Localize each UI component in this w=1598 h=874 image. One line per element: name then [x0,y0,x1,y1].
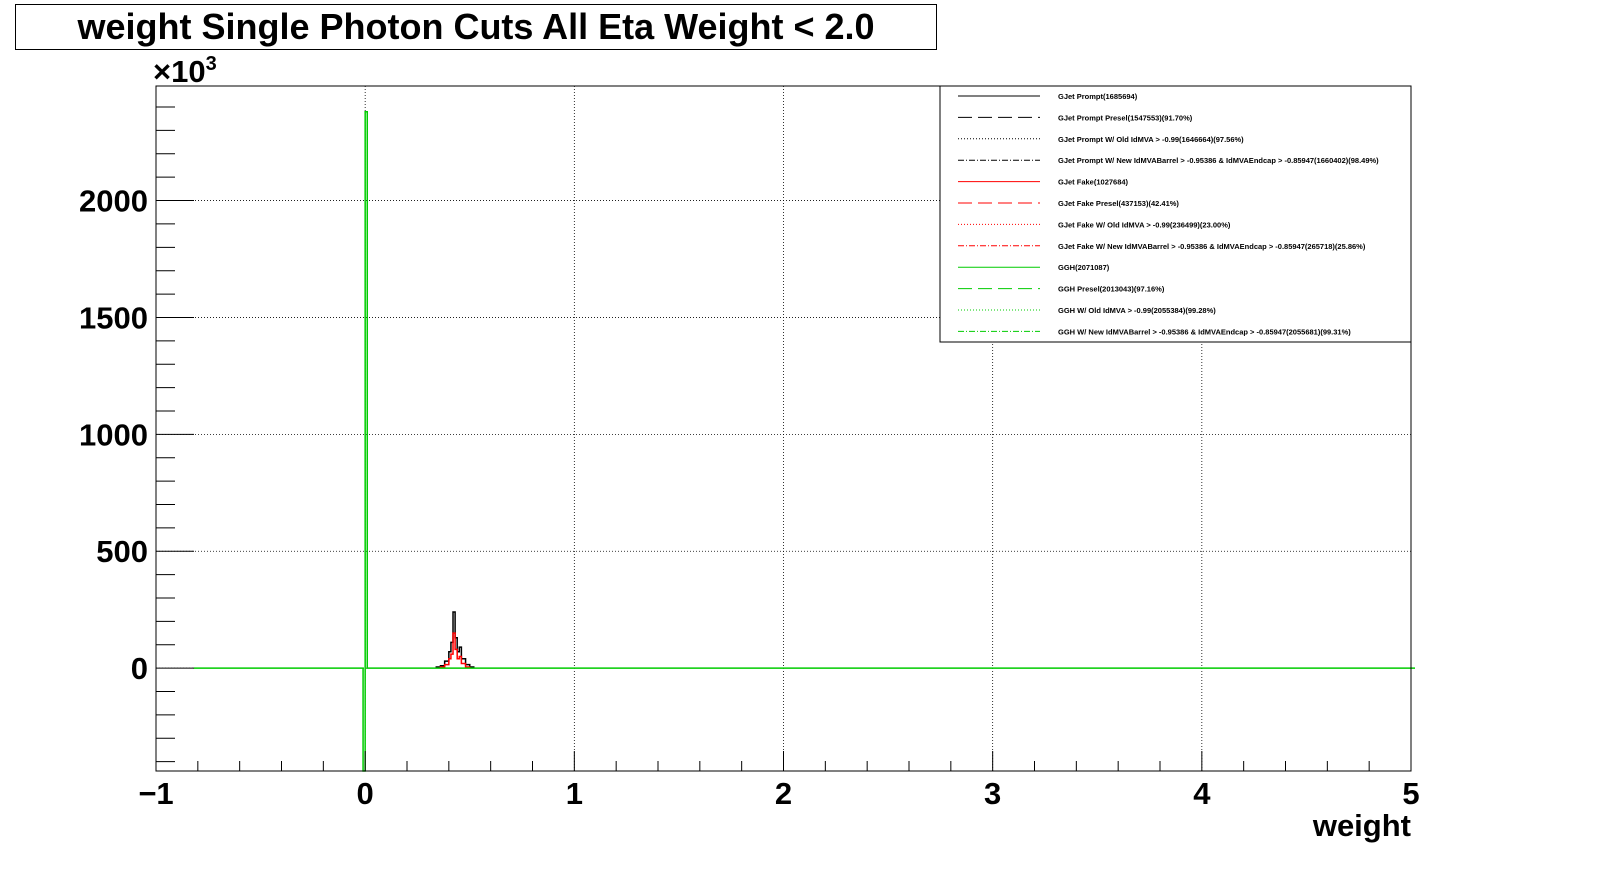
x-tick-label: 2 [775,776,792,811]
series-ggh-2071087- [193,110,1415,772]
series-gjet-fake-1027684- [439,632,471,669]
legend-label: GJet Fake(1027684) [1058,178,1129,187]
x-tick-label: 5 [1402,776,1419,811]
axis-ticks [155,106,1412,771]
x-tick-label: 1 [566,776,583,811]
chart-title: weight Single Photon Cuts All Eta Weight… [15,4,937,50]
legend-entries: GJet Prompt(1685694) GJet Prompt Presel(1… [958,92,1379,336]
legend-label: GGH(2071087) [1058,263,1110,272]
x-tick-label: 4 [1193,776,1211,811]
y-tick-label: 1000 [79,417,148,452]
y-tick-label: 500 [96,534,148,569]
series-layer [193,110,1415,772]
x-tick-label: −1 [138,776,173,811]
y-axis-multiplier: ×103 [153,53,217,89]
legend: GJet Prompt(1685694) GJet Prompt Presel(1… [939,85,1412,343]
y-multiplier-base: ×10 [153,54,206,89]
y-tick-label: 0 [131,651,148,686]
legend-label: GJet Prompt Presel(1547553)(91.70%) [1058,113,1193,122]
legend-label: GJet Fake Presel(437153)(42.41%) [1058,199,1179,208]
legend-label: GGH Presel(2013043)(97.16%) [1058,285,1165,294]
legend-box [939,85,1412,343]
legend-label: GGH W/ Old IdMVA > -0.99(2055384)(99.28%… [1058,306,1216,315]
x-axis-title: weight [1312,808,1411,843]
x-tick-label: 3 [984,776,1001,811]
legend-label: GJet Prompt W/ New IdMVABarrel > -0.9538… [1058,156,1379,165]
x-tick-label: 0 [357,776,374,811]
legend-label: GJet Prompt(1685694) [1058,92,1138,101]
y-tick-label: 2000 [79,184,148,219]
legend-label: GGH W/ New IdMVABarrel > -0.95386 & IdMV… [1058,327,1351,336]
y-tick-label: 1500 [79,300,148,335]
legend-label: GJet Prompt W/ Old IdMVA > -0.99(1646664… [1058,135,1244,144]
tick-labels: −1 0 1 2 3 4 5 0 500 1000 1500 2000 [79,184,1420,811]
y-multiplier-exponent: 3 [206,53,217,75]
legend-label: GJet Fake W/ New IdMVABarrel > -0.95386 … [1058,242,1366,251]
legend-label: GJet Fake W/ Old IdMVA > -0.99(236499)(2… [1058,220,1231,229]
